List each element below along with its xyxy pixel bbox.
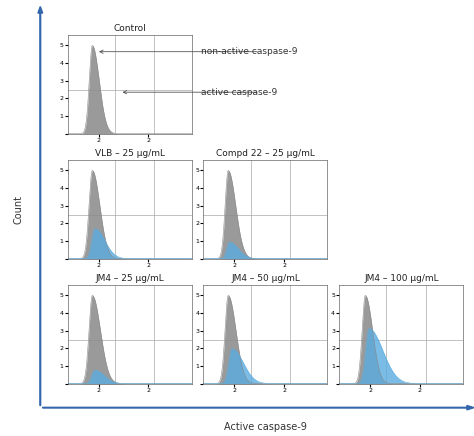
Title: Control: Control (113, 24, 146, 34)
Title: JM4 – 25 μg/mL: JM4 – 25 μg/mL (95, 274, 164, 283)
Text: active caspase-9: active caspase-9 (201, 88, 277, 97)
Title: JM4 – 50 μg/mL: JM4 – 50 μg/mL (231, 274, 300, 283)
Title: Compd 22 – 25 μg/mL: Compd 22 – 25 μg/mL (216, 150, 315, 158)
Title: VLB – 25 μg/mL: VLB – 25 μg/mL (94, 150, 164, 158)
Text: Active caspase-9: Active caspase-9 (224, 422, 307, 432)
Text: Count: Count (14, 195, 24, 224)
Text: non-active caspase-9: non-active caspase-9 (201, 47, 298, 56)
Title: JM4 – 100 μg/mL: JM4 – 100 μg/mL (364, 274, 438, 283)
